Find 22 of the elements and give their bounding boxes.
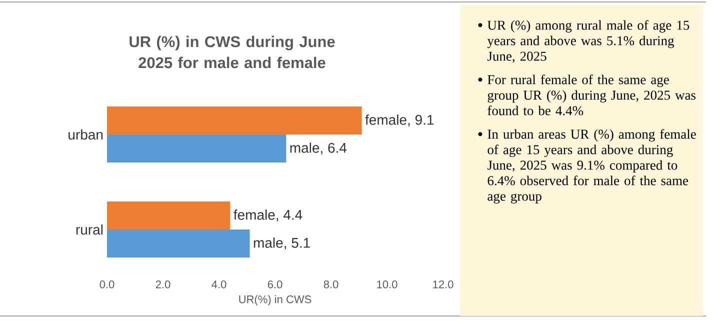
bar [107,202,230,230]
bar [107,134,286,163]
chart-title: UR (%) in CWS during June 2025 for male and female [130,36,335,68]
data-label: female, 9.1 [365,114,434,126]
x-tick-label: 8.0 [324,280,338,288]
x-tick-label: 12.0 [433,280,454,288]
bar [107,106,362,135]
x-tick-label: 6.0 [268,280,282,288]
text: UR (%) among rural male of age 15 years and above was 5.1% during June, 2025 [487,20,690,63]
bar [107,230,250,258]
y-tick-label: rural [76,224,103,235]
x-axis-title: UR(%) in CWS [239,295,312,306]
text: For rural female of the same age group UR (%) during June, 2025 was found to be 4.4% [488,74,696,116]
text: In urban areas UR (%) among female of age 15 years and above during June, 2025 was 9.1% compared to 6.4% observed for male of the same age group [487,129,696,204]
x-tick-label: 4.0 [212,280,226,288]
data-label: male, 5.1 [254,238,310,250]
x-tick-label: 0.0 [100,280,114,288]
x-tick-label: 2.0 [156,280,170,288]
data-label: male, 6.4 [290,142,347,154]
y-tick-label: urban [68,129,103,140]
data-label: female, 4.4 [234,210,302,222]
x-tick-label: 10.0 [377,280,398,288]
